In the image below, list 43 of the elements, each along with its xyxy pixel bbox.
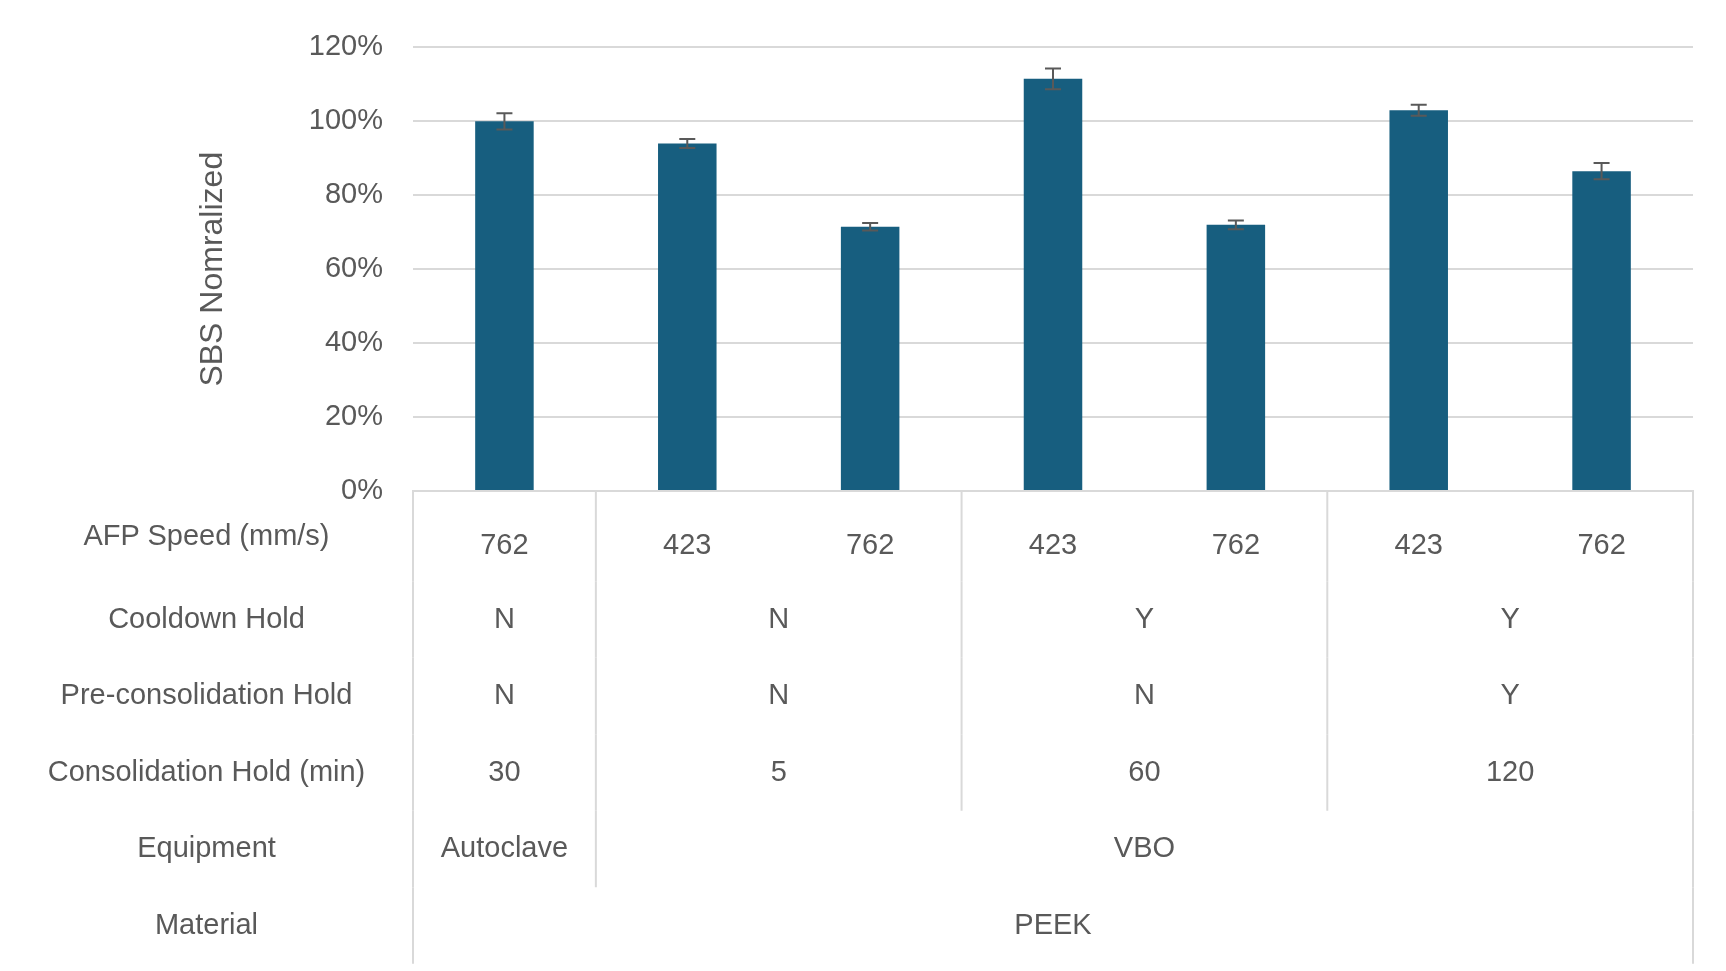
y-tick-label: 120% [308,29,383,62]
bar [658,143,717,490]
x-tick-label: 423 [1028,528,1078,561]
text: 5 [770,754,787,787]
text: Pre-consolidation Hold [60,678,353,710]
x-tick-label: 423 [663,528,712,561]
x-tick-label: 762 [845,528,895,561]
text: N [1133,678,1155,710]
y-axis-title: SBS Nomralized [193,151,230,387]
x-tick-label: 762 [480,528,529,561]
y-tick-label: 60% [324,251,383,284]
bar [1572,171,1631,490]
bar [840,226,900,490]
y-tick-label: 20% [324,399,383,432]
y-tick-label: 40% [324,325,383,358]
text: N [493,601,515,634]
x-axis-title: AFP Speed (mm/s) [83,519,330,551]
text: N [493,678,515,710]
text: Equipment [137,831,276,863]
text: VBO [1113,831,1176,863]
x-tick-label: 423 [1394,528,1443,561]
y-tick-label: 0% [341,473,383,505]
text: 30 [488,754,521,787]
bar [1206,224,1266,490]
x-tick-label: 762 [1577,528,1626,561]
text: PEEK [1014,907,1093,940]
bar [1023,78,1083,490]
y-tick-label: 80% [324,177,383,210]
text: Consolidation Hold (min) [47,754,366,787]
x-tick-label: 762 [1211,528,1261,561]
text: Autoclave [440,831,569,863]
text: Cooldown Hold [108,601,305,634]
text: Y [1134,601,1155,634]
text: 120 [1485,754,1535,787]
bar [1389,110,1448,490]
text: N [768,678,790,710]
text: Y [1500,601,1520,634]
text: 60 [1128,754,1161,787]
text: N [768,601,790,634]
text: Y [1500,678,1520,710]
text: Material [154,907,259,940]
bar [475,121,534,490]
y-tick-label: 100% [308,103,383,136]
